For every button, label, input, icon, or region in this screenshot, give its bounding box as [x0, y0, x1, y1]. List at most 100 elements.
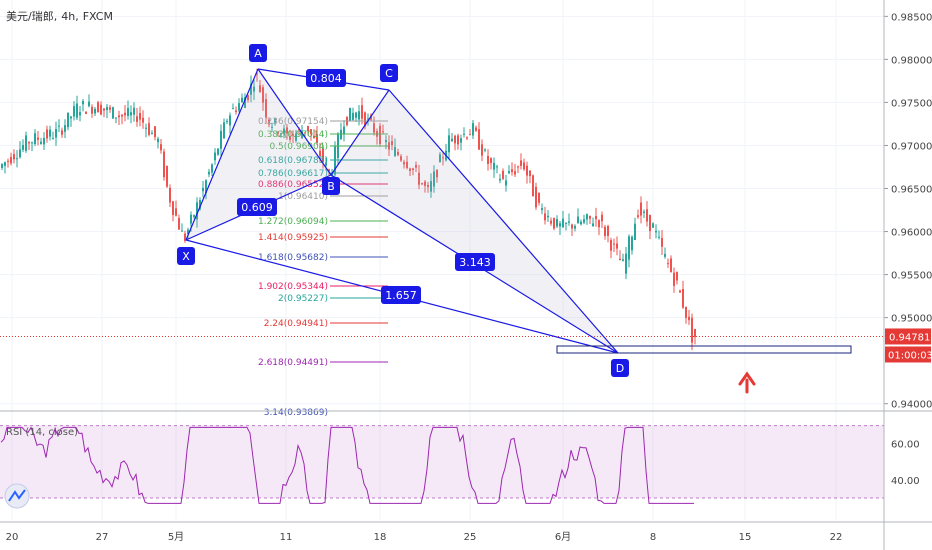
candle-body — [31, 142, 33, 144]
candle-body — [613, 243, 615, 245]
candle-body — [358, 111, 360, 120]
candle-body — [610, 239, 612, 251]
candle-body — [43, 137, 45, 145]
candle-body — [280, 133, 282, 135]
candle-body — [85, 111, 87, 114]
candle-body — [694, 329, 696, 338]
candle-body — [373, 123, 375, 133]
candle-body — [148, 123, 150, 135]
price-tick-label: 0.95500 — [891, 271, 932, 282]
candle-body — [253, 86, 255, 92]
time-tick-label: 25 — [464, 532, 477, 543]
candle-body — [355, 112, 357, 118]
candle-body — [259, 85, 261, 93]
candle-body — [70, 116, 72, 119]
candle-body — [1, 164, 3, 168]
candle-body — [247, 95, 249, 101]
candle-body — [556, 219, 558, 227]
candle-body — [64, 125, 66, 132]
candle-body — [325, 162, 327, 166]
candle-body — [646, 209, 648, 222]
candle-body — [391, 141, 393, 146]
candle-body — [466, 137, 468, 139]
pattern-point-badge — [611, 359, 629, 377]
time-tick-label: 11 — [280, 532, 293, 543]
candle-body — [283, 128, 285, 134]
candle-body — [490, 158, 492, 164]
candle-body — [19, 149, 21, 158]
candle-body — [100, 104, 102, 115]
fib-level-label: 0.618(0.96785) — [258, 156, 328, 166]
candle-body — [268, 119, 270, 125]
rsi-label: RSI (14, close) — [6, 427, 78, 438]
candle-body — [118, 115, 120, 118]
pattern-point-badge — [322, 177, 340, 195]
candle-body — [208, 171, 210, 175]
price-tick-label: 0.97500 — [891, 98, 932, 109]
candle-body — [484, 149, 486, 151]
time-tick-label: 6月 — [555, 531, 571, 543]
candle-body — [442, 157, 444, 159]
candle-body — [16, 158, 18, 160]
pattern-ratio-label: 3.143 — [459, 256, 491, 269]
candle-body — [262, 87, 264, 103]
pattern-point-label: C — [385, 67, 393, 80]
harmonic-pattern[interactable]: X A B C D 0.804 0.609 3.143 1.657 — [177, 44, 852, 394]
candle-body — [589, 215, 591, 219]
candle-body — [604, 226, 606, 237]
candle-body — [115, 117, 117, 119]
candle-body — [202, 187, 204, 192]
grid — [0, 0, 884, 520]
candle-body — [37, 137, 39, 140]
pattern-point-label: X — [182, 250, 190, 263]
pattern-point-label: D — [616, 362, 624, 375]
fib-level-label: 2(0.95227) — [278, 294, 328, 304]
candle-body — [274, 118, 276, 123]
candle-body — [598, 220, 600, 228]
candle-body — [328, 169, 330, 172]
candle-body — [514, 171, 516, 175]
candle-body — [517, 166, 519, 168]
candle-body — [154, 126, 156, 138]
candle-body — [448, 135, 450, 153]
candle-body — [46, 129, 48, 139]
pattern-point-badge — [380, 64, 398, 82]
candle-body — [460, 138, 462, 143]
candle-body — [292, 134, 294, 136]
pattern-fill-bcd — [331, 90, 618, 353]
candle-body — [688, 316, 690, 321]
candle-body — [136, 116, 138, 122]
candle-body — [574, 225, 576, 229]
candle-body — [316, 133, 318, 143]
candle-body — [49, 129, 51, 137]
candle-body — [121, 114, 123, 117]
candle-body — [232, 108, 234, 110]
candle-body — [502, 170, 504, 179]
fib-level-label: 1.272(0.96094) — [258, 217, 328, 227]
countdown-badge — [885, 346, 931, 363]
candle-body — [34, 133, 36, 145]
candle-body — [535, 186, 537, 208]
pattern-ratio-badge — [381, 286, 421, 304]
candle-body — [658, 236, 660, 238]
pattern-ratio-badge — [455, 253, 495, 271]
time-tick-label: 22 — [830, 532, 843, 543]
candle-body — [301, 131, 303, 139]
candle-body — [478, 129, 480, 150]
candle-body — [22, 144, 24, 150]
candle-body — [112, 107, 114, 119]
candle-body — [616, 243, 618, 249]
candle-body — [142, 117, 144, 123]
candle-body — [220, 130, 222, 149]
candle-body — [679, 290, 681, 293]
candle-body — [250, 83, 252, 95]
pattern-leg — [330, 89, 390, 176]
candle-body — [439, 154, 441, 163]
candle-body — [496, 166, 498, 168]
candle-body — [343, 126, 345, 134]
time-tick-label: 18 — [374, 532, 387, 543]
candle-body — [67, 112, 69, 128]
candle-body — [493, 162, 495, 170]
